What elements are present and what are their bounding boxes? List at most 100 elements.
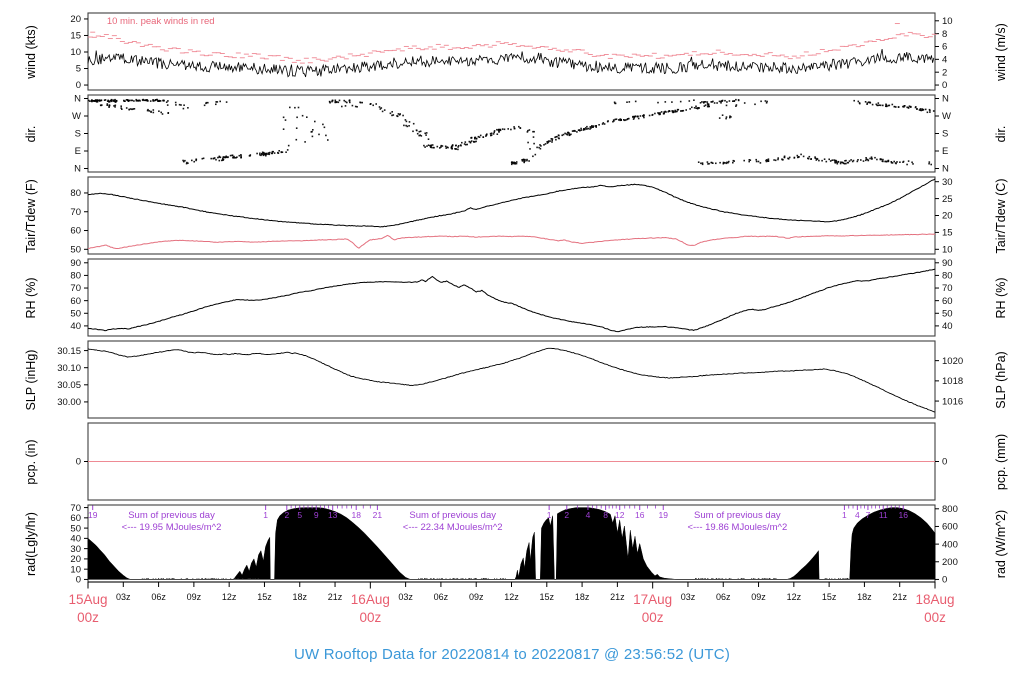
y-tick-label-right: E: [942, 146, 948, 157]
y-tick-label-left: 90: [70, 258, 81, 269]
x-tick-label: 15z: [822, 592, 837, 602]
rad-mjoule-tick-label: 21: [373, 510, 383, 520]
rad-sum-annotation-line2: <--- 19.86 MJoules/m^2: [687, 522, 787, 533]
x-tick-label: 15z: [257, 592, 272, 602]
panel-frame-slp: [87, 340, 936, 419]
y-tick-label-right: 20: [942, 211, 953, 222]
y-tick-label-right: 10: [942, 16, 953, 27]
y-tick-label-left: 70: [70, 207, 81, 218]
y-tick-label-right: 60: [942, 296, 953, 307]
rad-sum-annotation-line1: Sum of previous day: [128, 510, 215, 521]
y-tick-label-left: 0: [76, 457, 81, 468]
y-tick-label-right: 15: [942, 228, 953, 239]
series-radiation-area: [87, 507, 936, 580]
series-direction-scatter: [87, 98, 935, 166]
rad-mjoule-tick-label: 1: [547, 510, 552, 520]
rad-mjoule-tick-label: 11: [879, 510, 888, 520]
y-tick-label-left: 50: [70, 245, 81, 256]
y-tick-label-left: 10: [70, 47, 81, 58]
rad-mjoule-tick-label: 1: [263, 510, 268, 520]
rad-mjoule-tick-label: 13: [328, 510, 338, 520]
y-tick-label-right: 40: [942, 321, 953, 332]
y-tick-label-right: 25: [942, 194, 953, 205]
x-date-label: 17Aug: [633, 592, 672, 607]
series-line-slp: [87, 347, 936, 413]
y-tick-label-right: S: [942, 129, 948, 140]
x-tick-label: 09z: [751, 592, 766, 602]
y-tick-label-right: 2: [942, 67, 947, 78]
y-tick-label-right: 600: [942, 522, 958, 533]
y-tick-label-left: 80: [70, 188, 81, 199]
y-tick-label-left: 60: [70, 296, 81, 307]
x-tick-label: 12z: [222, 592, 237, 602]
y-tick-label-left: 20: [70, 14, 81, 25]
y-tick-label-right: 0: [942, 575, 947, 586]
rad-sum-annotation-line1: Sum of previous day: [694, 510, 781, 521]
x-tick-label: 03z: [398, 592, 413, 602]
y-tick-label-left: 0: [76, 80, 81, 91]
y-tick-label-right: 70: [942, 283, 953, 294]
x-tick-label: 15z: [540, 592, 555, 602]
y-tick-label-left: N: [74, 164, 81, 175]
y-tick-label-right: W: [942, 111, 951, 122]
y-tick-label-left: N: [74, 94, 81, 105]
axis-title-left-wind: wind (kts): [24, 24, 38, 79]
x-tick-label: 12z: [787, 592, 802, 602]
series-line-temp: [87, 178, 936, 228]
rad-mjoule-tick-label: 18: [351, 510, 361, 520]
rad-mjoule-ticks: [92, 505, 904, 510]
x-tick-label: 18z: [857, 592, 872, 602]
y-tick-label-right: 0: [942, 80, 947, 91]
x-tick-label: 09z: [469, 592, 484, 602]
y-tick-label-left: 0: [76, 575, 81, 586]
y-tick-label-left: 10: [70, 564, 81, 575]
rad-mjoule-tick-label: 16: [635, 510, 645, 520]
y-tick-label-right: 6: [942, 42, 947, 53]
axis-title-left-dir: dir.: [24, 125, 38, 142]
x-tick-label: 03z: [681, 592, 696, 602]
y-tick-label-left: 70: [70, 503, 81, 514]
series-line-rh: [87, 268, 936, 333]
y-tick-label-left: 60: [70, 513, 81, 524]
x-tick-label: 03z: [116, 592, 131, 602]
axis-title-left-temp: Tair/Tdew (F): [24, 178, 38, 253]
axis-title-left-slp: SLP (inHg): [24, 349, 38, 410]
y-tick-label-left: 50: [70, 523, 81, 534]
x-tick-label: 06z: [151, 592, 166, 602]
x-tick-label: 06z: [716, 592, 731, 602]
rad-mjoule-tick-label: 7: [866, 510, 871, 520]
rad-mjoule-tick-label: 12: [615, 510, 625, 520]
y-tick-label-left: 70: [70, 283, 81, 294]
x-date-time-label: 00z: [642, 610, 664, 625]
y-tick-label-right: 30: [942, 177, 953, 188]
axis-title-right-pcp: pcp. (mm): [994, 433, 1008, 490]
rad-night-speckles: [141, 578, 849, 579]
y-tick-label-right: 0: [942, 457, 947, 468]
axis-title-right-slp: SLP (hPa): [994, 350, 1008, 409]
y-tick-label-right: 90: [942, 258, 953, 269]
x-date-time-label: 00z: [924, 610, 946, 625]
rad-mjoule-tick-label: 4: [586, 510, 591, 520]
y-tick-label-right: 1020: [942, 356, 963, 367]
rad-mjoule-tick-label: 4: [855, 510, 860, 520]
rad-sum-annotation-line1: Sum of previous day: [409, 510, 496, 521]
rad-mjoule-tick-label: 5: [297, 510, 302, 520]
x-tick-label: 18z: [292, 592, 307, 602]
x-tick-label: 06z: [434, 592, 449, 602]
y-tick-label-left: E: [75, 146, 81, 157]
y-tick-label-right: 8: [942, 29, 947, 40]
axis-title-left-pcp: pcp. (in): [24, 438, 38, 485]
axis-title-right-rh: RH (%): [994, 277, 1008, 318]
y-tick-label-left: 40: [70, 534, 81, 545]
y-tick-label-left: 30.15: [57, 346, 81, 357]
y-tick-label-right: 50: [942, 308, 953, 319]
axis-title-right-temp: Tair/Tdew (C): [994, 177, 1008, 254]
x-date-label: 16Aug: [351, 592, 390, 607]
rad-mjoule-tick-label: 1: [842, 510, 847, 520]
y-tick-label-right: 4: [942, 55, 947, 66]
peak-winds-note: 10 min. peak winds in red: [107, 16, 215, 27]
rad-sum-annotation-line2: <--- 22.34 MJoules/m^2: [403, 522, 503, 533]
series-peak-dashes: [87, 23, 937, 64]
rad-mjoule-tick-label: 2: [564, 510, 569, 520]
y-tick-label-right: 800: [942, 504, 958, 515]
